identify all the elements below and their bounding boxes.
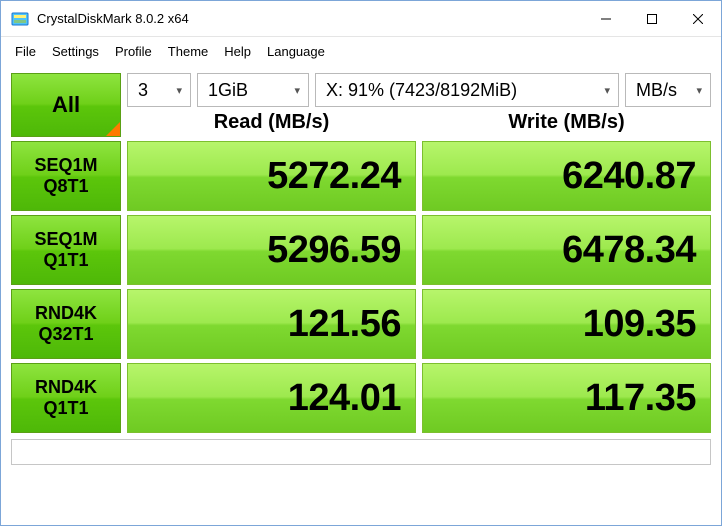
menubar: File Settings Profile Theme Help Languag… (1, 37, 721, 65)
chevron-down-icon: ▾ (604, 84, 610, 97)
test-label-2: Q1T1 (43, 250, 88, 271)
run-all-label: All (52, 92, 80, 118)
menu-theme[interactable]: Theme (162, 42, 214, 61)
test-button-rnd4k-q1t1[interactable]: RND4K Q1T1 (11, 363, 121, 433)
test-button-seq1m-q8t1[interactable]: SEQ1M Q8T1 (11, 141, 121, 211)
menu-file[interactable]: File (9, 42, 42, 61)
unit-value: MB/s (636, 80, 677, 101)
test-row: RND4K Q32T1 121.56 109.35 (11, 289, 711, 359)
test-row: SEQ1M Q1T1 5296.59 6478.34 (11, 215, 711, 285)
write-value: 117.35 (422, 363, 711, 433)
content-area: All 3 ▾ 1GiB ▾ X: 91% (7423/8192MiB) ▾ (1, 65, 721, 525)
titlebar: CrystalDiskMark 8.0.2 x64 (1, 1, 721, 37)
window-title: CrystalDiskMark 8.0.2 x64 (37, 11, 189, 26)
chevron-down-icon: ▾ (696, 84, 702, 97)
chevron-down-icon: ▾ (294, 84, 300, 97)
read-value: 5296.59 (127, 215, 416, 285)
menu-language[interactable]: Language (261, 42, 331, 61)
test-button-seq1m-q1t1[interactable]: SEQ1M Q1T1 (11, 215, 121, 285)
test-count-select[interactable]: 3 ▾ (127, 73, 191, 107)
read-value: 124.01 (127, 363, 416, 433)
column-headers: Read (MB/s) Write (MB/s) (127, 107, 711, 137)
app-window: CrystalDiskMark 8.0.2 x64 File Settings … (0, 0, 722, 526)
test-size-select[interactable]: 1GiB ▾ (197, 73, 309, 107)
menu-settings[interactable]: Settings (46, 42, 105, 61)
header-write: Write (MB/s) (422, 111, 711, 134)
maximize-button[interactable] (629, 1, 675, 37)
test-button-rnd4k-q32t1[interactable]: RND4K Q32T1 (11, 289, 121, 359)
write-value: 109.35 (422, 289, 711, 359)
app-icon (11, 10, 29, 28)
minimize-button[interactable] (583, 1, 629, 37)
read-value: 121.56 (127, 289, 416, 359)
test-label-2: Q1T1 (43, 398, 88, 419)
menu-profile[interactable]: Profile (109, 42, 158, 61)
test-label-2: Q8T1 (43, 176, 88, 197)
header-read: Read (MB/s) (127, 111, 416, 134)
read-value: 5272.24 (127, 141, 416, 211)
run-all-button[interactable]: All (11, 73, 121, 137)
test-size-value: 1GiB (208, 80, 248, 101)
menu-help[interactable]: Help (218, 42, 257, 61)
test-count-value: 3 (138, 80, 148, 101)
close-button[interactable] (675, 1, 721, 37)
settings-row: 3 ▾ 1GiB ▾ X: 91% (7423/8192MiB) ▾ MB/s … (127, 73, 711, 107)
drive-select[interactable]: X: 91% (7423/8192MiB) ▾ (315, 73, 619, 107)
write-value: 6240.87 (422, 141, 711, 211)
unit-select[interactable]: MB/s ▾ (625, 73, 711, 107)
test-label-2: Q32T1 (38, 324, 93, 345)
test-label-1: RND4K (35, 377, 97, 398)
test-label-1: SEQ1M (34, 155, 97, 176)
status-bar (11, 439, 711, 465)
test-row: RND4K Q1T1 124.01 117.35 (11, 363, 711, 433)
write-value: 6478.34 (422, 215, 711, 285)
drive-value: X: 91% (7423/8192MiB) (326, 80, 517, 101)
test-row: SEQ1M Q8T1 5272.24 6240.87 (11, 141, 711, 211)
test-label-1: SEQ1M (34, 229, 97, 250)
test-label-1: RND4K (35, 303, 97, 324)
chevron-down-icon: ▾ (176, 84, 182, 97)
